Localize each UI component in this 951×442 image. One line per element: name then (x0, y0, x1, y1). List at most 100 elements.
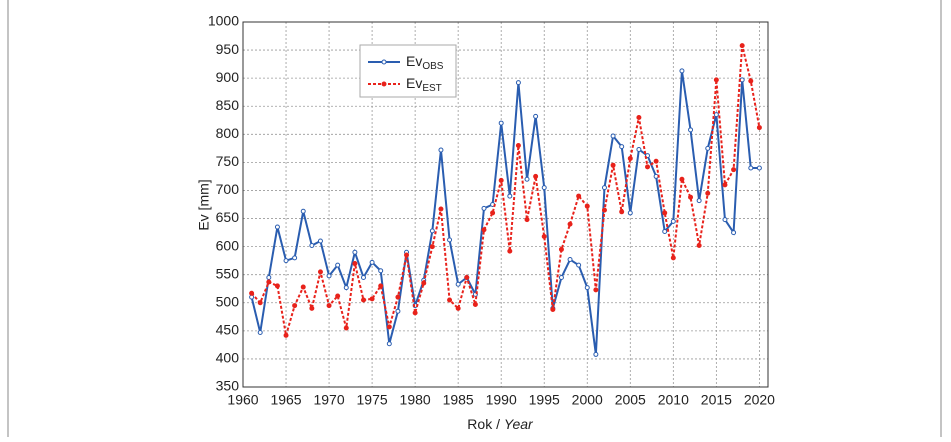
plot-area (242, 21, 769, 388)
data-point (429, 244, 435, 250)
data-point (343, 285, 349, 291)
data-point (335, 293, 341, 299)
data-point (421, 280, 427, 286)
data-point (378, 283, 384, 289)
data-point (627, 155, 633, 161)
data-point (688, 194, 694, 200)
data-point (447, 297, 453, 303)
data-point (748, 78, 754, 84)
data-point (713, 112, 719, 118)
data-point (756, 165, 762, 171)
y-tick-label: 600 (216, 237, 240, 253)
x-tick-label: 1970 (313, 392, 344, 408)
y-tick-label: 900 (216, 69, 240, 85)
x-tick-label: 1985 (443, 392, 474, 408)
x-tick-label: 1990 (486, 392, 517, 408)
data-point (455, 305, 461, 311)
data-point (378, 268, 384, 274)
data-point (533, 173, 539, 179)
data-point (498, 177, 504, 183)
data-point (395, 294, 401, 300)
data-point (696, 242, 702, 248)
y-tick-label: 1000 (208, 13, 239, 29)
x-tick-label: 1960 (227, 392, 258, 408)
data-point (257, 300, 263, 306)
y-tick-label: 800 (216, 125, 240, 141)
data-point (541, 185, 547, 191)
data-point (653, 158, 659, 164)
x-tick-label: 2005 (615, 392, 646, 408)
legend-label: EvEST (406, 75, 442, 94)
data-point (567, 221, 573, 227)
data-point (619, 144, 625, 150)
data-point (300, 284, 306, 290)
data-point (670, 255, 676, 261)
data-point (731, 230, 737, 236)
data-point (360, 297, 366, 303)
data-point (438, 206, 444, 212)
data-point (292, 255, 298, 261)
data-point (257, 330, 263, 336)
data-point (266, 279, 272, 285)
data-point (490, 210, 496, 216)
data-point (507, 248, 513, 254)
legend: EvOBS EvEST (359, 44, 457, 98)
data-point (464, 275, 470, 280)
data-point (386, 341, 392, 347)
data-point (507, 193, 513, 199)
data-point (404, 252, 410, 258)
data-point (326, 273, 332, 279)
data-point (249, 290, 255, 296)
data-point (748, 165, 754, 171)
x-tick-label: 2010 (658, 392, 689, 408)
y-axis-label: Ev [mm] (196, 179, 212, 230)
x-axis-label-main: Rok / (467, 416, 500, 432)
y-tick-label: 550 (216, 265, 240, 281)
data-point (679, 68, 685, 74)
y-tick-label: 500 (216, 293, 240, 309)
data-point (662, 228, 668, 234)
data-point (274, 224, 280, 230)
data-point (498, 120, 504, 126)
x-tick-label: 1965 (270, 392, 301, 408)
data-point (593, 287, 599, 293)
data-point (593, 351, 599, 357)
data-point (447, 237, 453, 243)
data-point (576, 262, 582, 268)
legend-name: Ev (406, 75, 422, 91)
data-point (601, 207, 607, 213)
x-tick-label: 2020 (744, 392, 775, 408)
x-tick-label: 1995 (529, 392, 560, 408)
data-point (584, 203, 590, 209)
data-point (369, 296, 375, 302)
x-tick-label: 1980 (400, 392, 431, 408)
data-point (636, 146, 642, 152)
y-tick-label: 400 (216, 350, 240, 366)
legend-subscript: OBS (422, 61, 443, 72)
data-point (524, 176, 530, 182)
data-point (601, 185, 607, 191)
data-point (558, 275, 564, 280)
data-point (541, 234, 547, 240)
data-point (713, 77, 719, 83)
legend-label: EvOBS (406, 53, 444, 72)
x-tick-label: 1975 (357, 392, 388, 408)
data-point (679, 176, 685, 182)
data-point (412, 310, 418, 316)
data-point (610, 162, 616, 168)
x-tick-label: 2000 (572, 392, 603, 408)
data-point (515, 143, 521, 149)
data-point (550, 307, 556, 313)
data-point (645, 164, 651, 170)
data-point (317, 238, 323, 244)
data-point (309, 305, 315, 311)
data-point (429, 228, 435, 234)
legend-subscript: EST (422, 83, 441, 94)
data-point (739, 43, 745, 49)
data-point (558, 246, 564, 252)
data-point (274, 283, 280, 289)
data-point (515, 80, 521, 86)
y-tick-label: 450 (216, 322, 240, 338)
y-tick-label: 650 (216, 209, 240, 225)
